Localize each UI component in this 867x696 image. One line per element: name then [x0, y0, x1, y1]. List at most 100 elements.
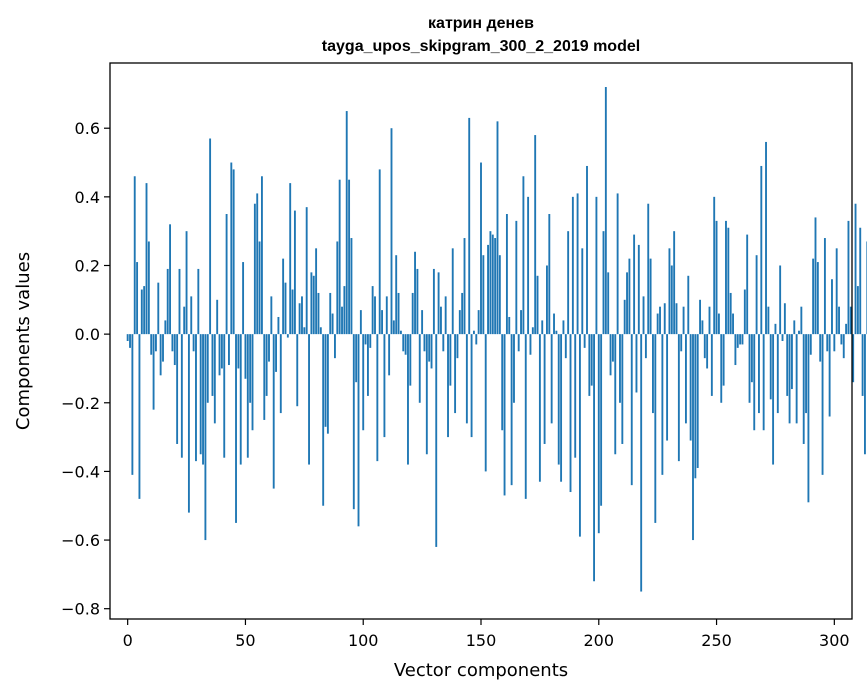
bar — [249, 334, 252, 403]
bar — [494, 238, 497, 335]
bar — [345, 111, 348, 335]
bar — [407, 334, 409, 465]
bar — [239, 334, 242, 465]
bar — [538, 334, 541, 482]
bar — [228, 334, 230, 366]
bar — [472, 330, 475, 335]
bar — [640, 334, 643, 592]
bar — [654, 334, 657, 523]
bar — [442, 334, 445, 352]
bar — [143, 286, 146, 335]
bar — [216, 299, 219, 335]
bar — [487, 244, 489, 335]
bar — [169, 224, 171, 335]
bar — [644, 334, 647, 359]
bar — [510, 334, 513, 486]
bar — [183, 306, 186, 335]
bar — [609, 334, 612, 376]
bar — [564, 334, 567, 359]
bar — [859, 227, 862, 335]
y-tick-label: −0.4 — [61, 462, 100, 481]
bar — [501, 334, 504, 431]
bar — [840, 334, 843, 345]
bar — [628, 258, 631, 335]
bar — [232, 169, 235, 335]
bar — [348, 179, 351, 335]
bar — [159, 334, 162, 376]
bar — [428, 334, 431, 362]
bar — [136, 262, 139, 335]
bar — [192, 334, 195, 352]
x-axis-label: Vector components — [394, 660, 568, 681]
bar — [463, 238, 466, 335]
bar — [673, 231, 676, 335]
bar — [211, 334, 214, 396]
bar — [694, 334, 697, 479]
bar — [842, 334, 845, 359]
bar — [178, 268, 181, 335]
bar — [312, 275, 315, 335]
bar — [692, 334, 694, 541]
bar — [602, 231, 605, 335]
bar — [310, 272, 313, 335]
bar — [381, 310, 383, 335]
bar — [802, 334, 805, 444]
y-tick-label: −0.2 — [61, 394, 100, 413]
bar — [291, 289, 294, 335]
bar — [206, 334, 209, 403]
bar — [173, 334, 176, 366]
bar — [176, 334, 179, 444]
bar — [465, 334, 468, 424]
bar — [317, 292, 320, 335]
bar — [383, 334, 386, 438]
bar — [847, 220, 850, 335]
bar — [588, 334, 591, 396]
bar — [805, 334, 807, 414]
bar — [480, 162, 482, 335]
bar — [845, 323, 848, 335]
bar — [470, 334, 473, 438]
x-tick-label: 0 — [123, 631, 133, 650]
bar — [482, 255, 485, 335]
bar — [720, 334, 723, 403]
bar — [166, 268, 169, 335]
bar — [220, 334, 223, 369]
bar — [531, 327, 534, 335]
bar — [793, 320, 796, 335]
bar — [237, 334, 240, 369]
x-tick-label: 150 — [466, 631, 497, 650]
bar — [755, 255, 758, 335]
bar — [725, 220, 727, 335]
bar — [581, 248, 584, 335]
y-tick-label: 0.4 — [75, 188, 100, 207]
bar — [404, 334, 407, 355]
bar — [835, 248, 838, 335]
bar — [444, 296, 447, 335]
bar — [324, 334, 327, 427]
bar — [456, 334, 459, 359]
bar — [790, 334, 793, 390]
bar — [277, 316, 280, 335]
bar — [138, 334, 141, 499]
bar — [821, 334, 824, 475]
bar — [776, 334, 779, 414]
bar — [133, 176, 136, 335]
bar — [604, 87, 607, 335]
bar — [550, 334, 553, 424]
bar — [322, 334, 325, 506]
bar — [621, 334, 624, 444]
bar — [649, 258, 652, 335]
bar — [425, 334, 428, 455]
bar — [703, 334, 706, 359]
bar — [670, 265, 673, 335]
bar — [600, 334, 603, 506]
bar — [727, 227, 730, 335]
bar — [303, 327, 306, 335]
bar — [758, 334, 760, 414]
bar — [828, 334, 831, 417]
bar — [736, 334, 739, 348]
bar — [458, 310, 461, 335]
bar — [717, 313, 720, 335]
bar — [732, 313, 734, 335]
